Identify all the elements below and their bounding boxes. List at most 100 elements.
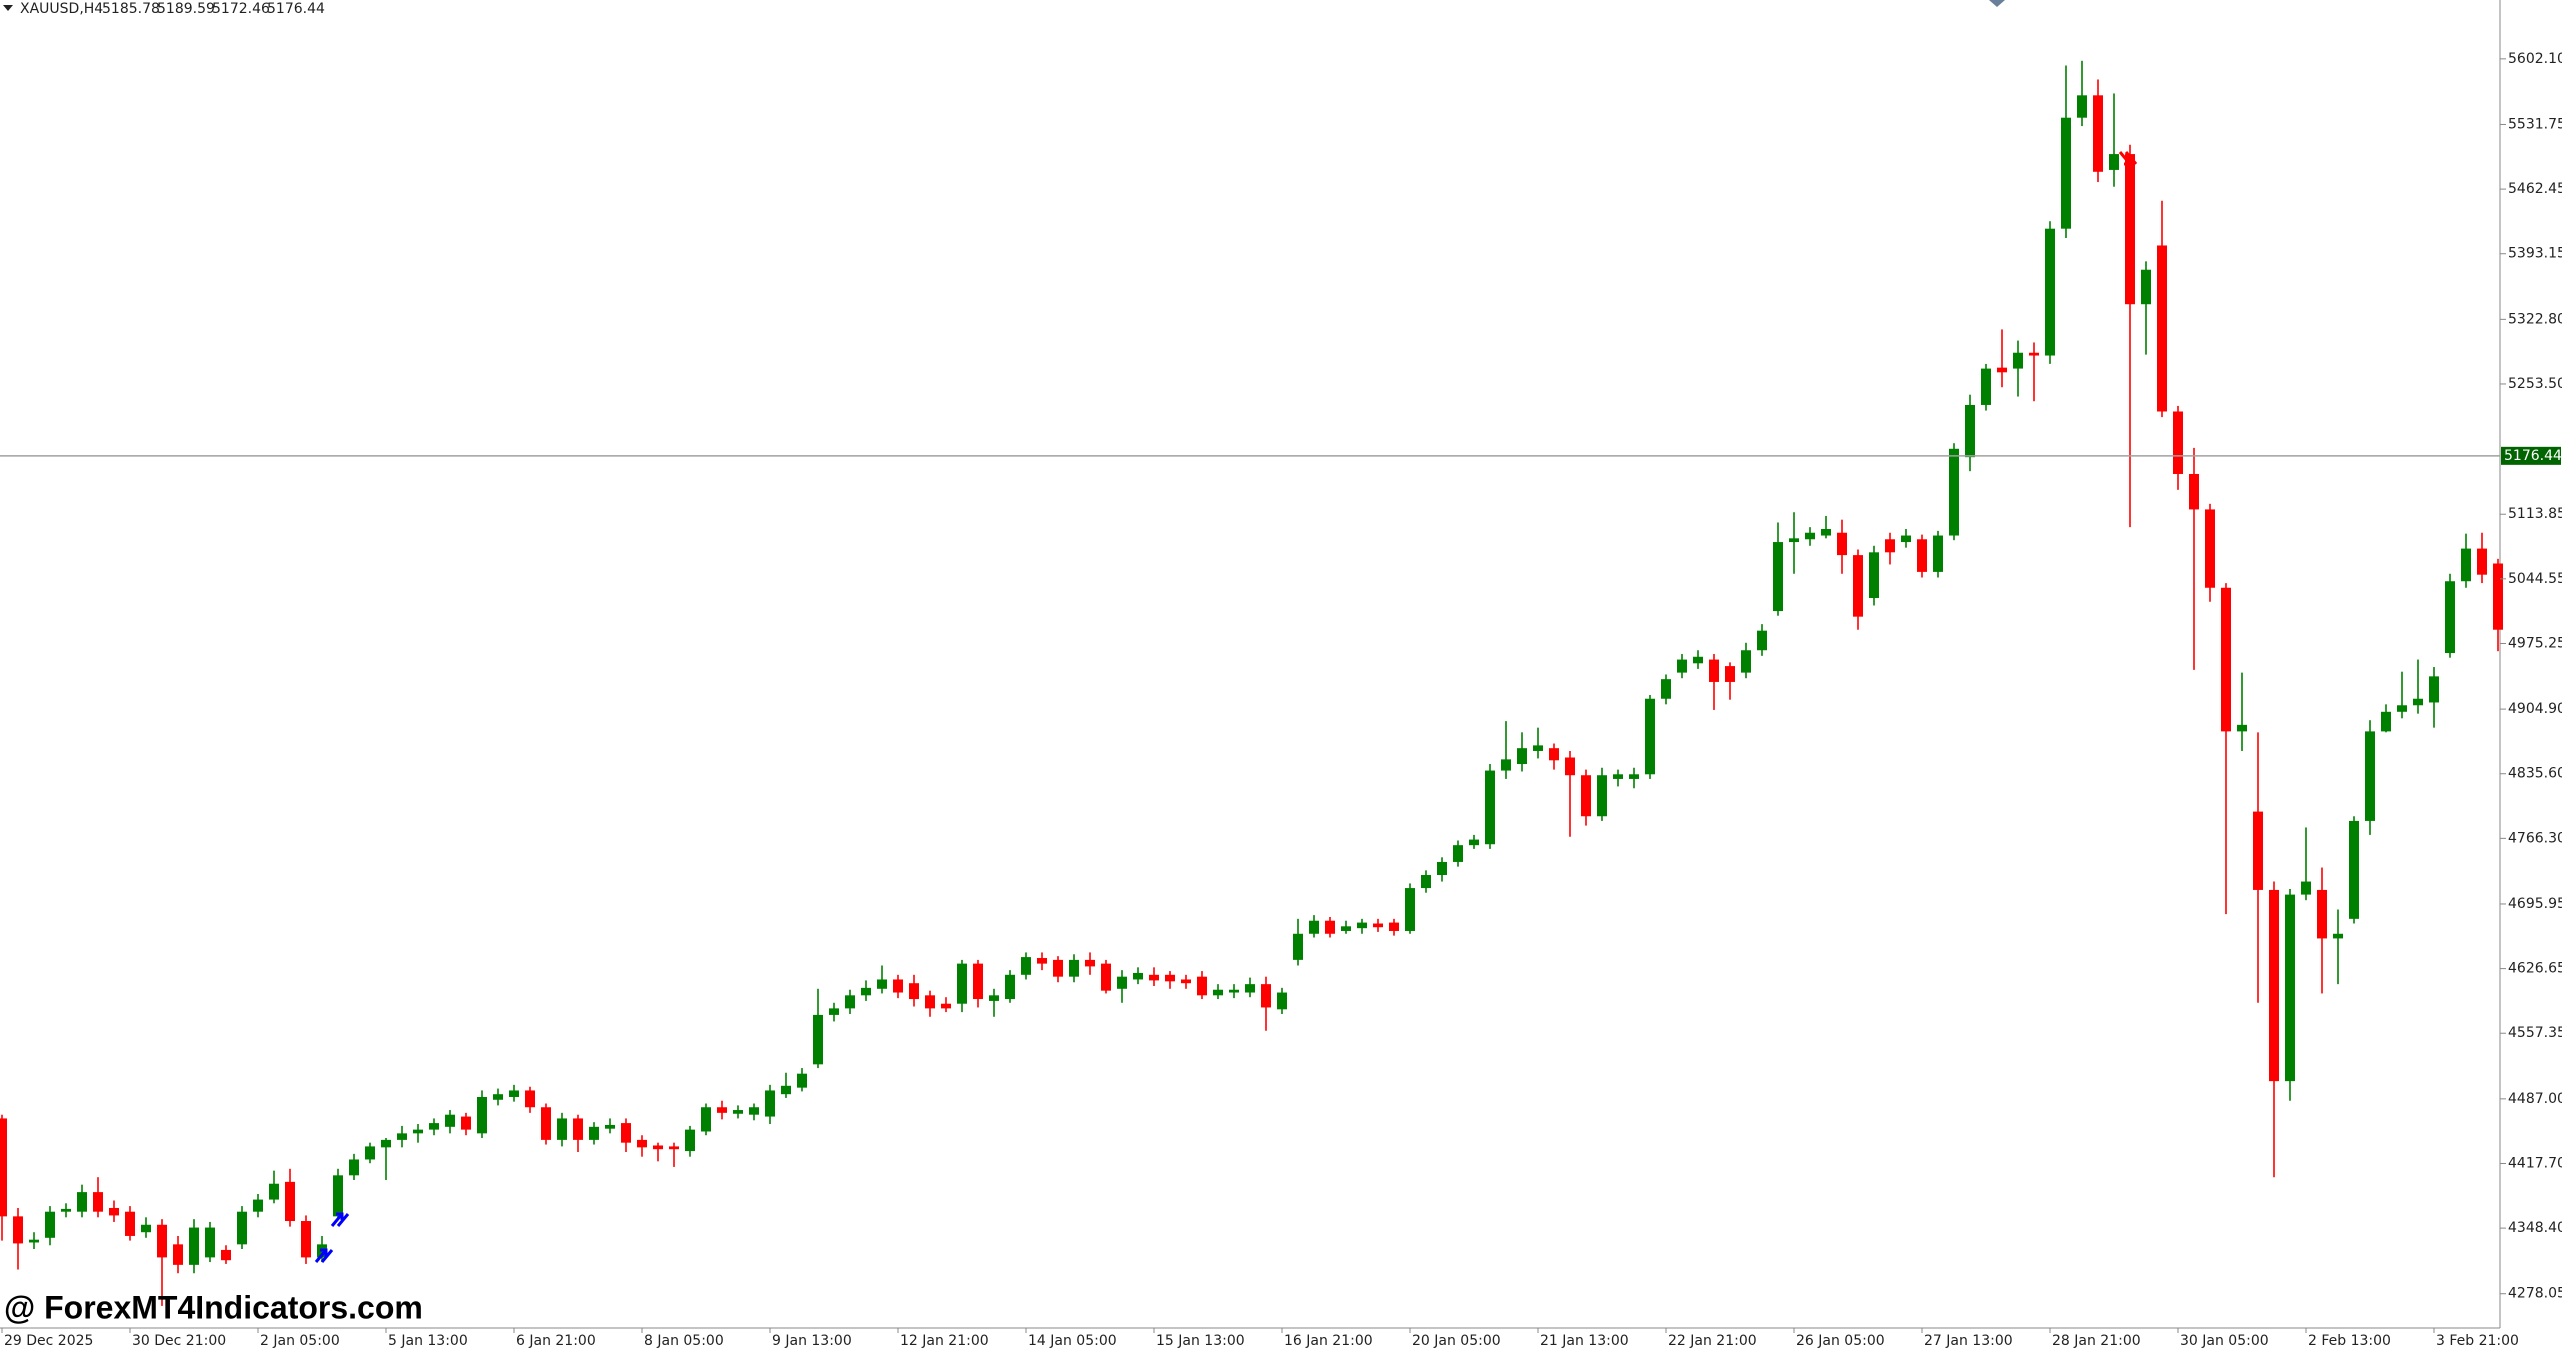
candle-body <box>2205 509 2215 588</box>
candle-body <box>1437 861 1447 876</box>
candle-body <box>221 1249 231 1261</box>
candle-body <box>157 1224 167 1258</box>
candle-body <box>1933 535 1943 572</box>
candle-body <box>2109 154 2119 170</box>
watermark: @ ForexMT4Indicators.com <box>4 1289 423 1325</box>
candle-body <box>1565 757 1575 776</box>
x-tick-label: 2 Jan 05:00 <box>260 1333 340 1349</box>
x-tick-label: 30 Dec 21:00 <box>132 1333 226 1349</box>
candle-body <box>957 963 967 1004</box>
candle-body <box>621 1123 631 1143</box>
candle-body <box>2093 95 2103 172</box>
candle-body <box>717 1107 727 1113</box>
candle-body <box>669 1146 679 1150</box>
candle-body <box>2445 581 2455 654</box>
x-tick-label: 5 Jan 13:00 <box>388 1333 468 1349</box>
candle-body <box>1965 404 1975 458</box>
candle-body <box>1517 748 1527 765</box>
candle-body <box>2365 731 2375 821</box>
candle-body <box>1789 538 1799 543</box>
candle-body <box>29 1239 39 1243</box>
candle-body <box>589 1126 599 1140</box>
candle-body <box>557 1118 567 1140</box>
candle-body <box>2221 587 2231 732</box>
candle-body <box>1037 958 1047 964</box>
candle-body <box>1229 989 1239 993</box>
candle-body <box>1293 933 1303 960</box>
candle-body <box>509 1090 519 1097</box>
y-tick-label: 4975.25 <box>2508 635 2562 651</box>
candle-body <box>1853 555 1863 617</box>
candle-body <box>1389 922 1399 931</box>
candle-body <box>173 1244 183 1265</box>
marker-diamond <box>1989 0 2005 7</box>
candle-body <box>2493 563 2503 630</box>
current-price-label: 5176.44 <box>2504 448 2562 464</box>
candle-body <box>109 1207 119 1216</box>
candle-body <box>781 1085 791 1095</box>
x-tick-label: 21 Jan 13:00 <box>1540 1333 1629 1349</box>
candle-body <box>1325 920 1335 934</box>
candle-body <box>1485 770 1495 845</box>
y-tick-label: 4766.30 <box>2508 830 2562 846</box>
x-tick-label: 30 Jan 05:00 <box>2180 1333 2269 1349</box>
symbol: XAUUSD,H4 <box>20 1 103 17</box>
candle-body <box>1309 920 1319 934</box>
candle-body <box>525 1090 535 1108</box>
candle-body <box>301 1221 311 1258</box>
candle-body <box>1709 659 1719 682</box>
candle-body <box>2045 228 2055 356</box>
y-tick-label: 5531.75 <box>2508 116 2562 132</box>
candle-body <box>1005 974 1015 1000</box>
menu-triangle[interactable] <box>3 5 13 11</box>
candle-body <box>797 1073 807 1088</box>
candle-body <box>1773 542 1783 612</box>
candle-body <box>429 1123 439 1130</box>
candle-body <box>2477 548 2487 575</box>
candle-body <box>1021 957 1031 975</box>
candle-body <box>2349 820 2359 919</box>
candle-body <box>2317 889 2327 939</box>
candle-body <box>845 995 855 1009</box>
candle-body <box>381 1139 391 1148</box>
candle-body <box>269 1183 279 1200</box>
candle-body <box>2253 811 2263 890</box>
x-tick-label: 9 Jan 13:00 <box>772 1333 852 1349</box>
candle-body <box>1613 774 1623 779</box>
y-tick-label: 4626.65 <box>2508 961 2562 977</box>
y-tick-label: 4904.90 <box>2508 701 2562 717</box>
candle-body <box>1645 698 1655 775</box>
plot <box>0 60 2503 1306</box>
candle-body <box>925 995 935 1009</box>
sell-arrow <box>2118 151 2138 166</box>
x-tick-label: 8 Jan 05:00 <box>644 1333 724 1349</box>
candle-body <box>973 963 983 1000</box>
candle-body <box>2125 154 2135 305</box>
candle-body <box>1101 963 1111 991</box>
candle-body <box>749 1107 759 1115</box>
x-tick-label: 12 Jan 21:00 <box>900 1333 989 1349</box>
candle-body <box>493 1094 503 1100</box>
candle-body <box>1869 552 1879 599</box>
candle-body <box>141 1224 151 1233</box>
candle-body <box>1165 974 1175 982</box>
candle-body <box>1405 888 1415 931</box>
candle-body <box>1725 666 1735 682</box>
candle-body <box>0 1118 7 1217</box>
candle-body <box>413 1129 423 1134</box>
candle-body <box>77 1192 87 1212</box>
candle-body <box>861 987 871 996</box>
x-tick-label: 15 Jan 13:00 <box>1156 1333 1245 1349</box>
candle-body <box>2429 676 2439 703</box>
candle-body <box>1469 839 1479 846</box>
candle-body <box>2157 245 2167 412</box>
y-tick-label: 5462.45 <box>2508 181 2562 197</box>
candle-body <box>1133 972 1143 980</box>
y-tick-label: 5393.15 <box>2508 246 2562 262</box>
candle-body <box>877 979 887 989</box>
candle-body <box>2029 352 2039 356</box>
x-tick-label: 16 Jan 21:00 <box>1284 1333 1373 1349</box>
candle-body <box>1693 656 1703 664</box>
